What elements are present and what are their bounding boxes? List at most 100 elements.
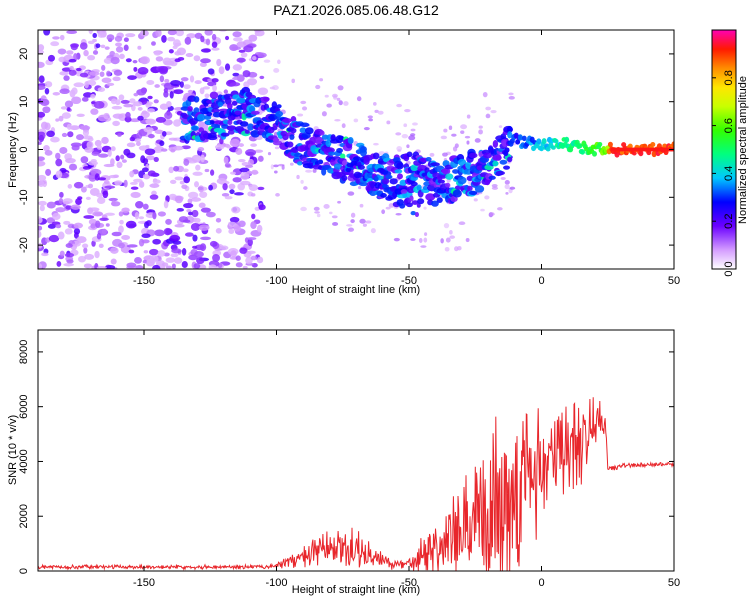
spectrogram-ridge-cell — [410, 164, 419, 172]
spectrogram-noise-cell — [149, 194, 159, 200]
spectrogram-noise-cell — [180, 77, 189, 82]
spectrogram-noise-cell — [186, 33, 196, 39]
spectrogram-noise-cell — [316, 213, 321, 218]
spectrogram-noise-cell — [57, 231, 65, 240]
spectrogram-noise-cell — [94, 250, 100, 259]
spectrogram-noise-cell — [257, 186, 265, 191]
spectrogram-noise-cell — [160, 148, 168, 152]
spectrogram-noise-cell — [38, 111, 46, 118]
spectrogram-noise-cell — [235, 147, 243, 155]
spectrogram-noise-cell — [489, 212, 495, 216]
spectrogram-noise-cell — [142, 259, 148, 264]
spectrogram-noise-cell — [142, 173, 151, 180]
spectrogram-noise-cell — [129, 118, 141, 123]
spectrogram-noise-cell — [242, 70, 251, 78]
spectrogram-noise-cell — [155, 30, 162, 37]
spectrogram-ridge-cell — [226, 125, 237, 131]
spectrogram-noise-cell — [133, 92, 139, 97]
spectrogram-noise-cell — [374, 109, 379, 114]
spectrogram-noise-cell — [508, 96, 515, 100]
spectrogram-noise-cell — [315, 84, 321, 90]
spectrogram-noise-cell — [187, 89, 194, 94]
spectrogram-noise-cell — [66, 123, 72, 130]
figure-title: PAZ1.2026.085.06.48.G12 — [273, 2, 439, 18]
spectrogram-ridge-cell — [614, 151, 620, 158]
spectrogram-noise-cell — [258, 204, 266, 211]
spectrogram-ridge-cell — [209, 120, 216, 125]
spectrogram-noise-cell — [216, 58, 222, 67]
spectrogram-ridge-cell — [372, 152, 380, 160]
spectrogram-noise-cell — [173, 165, 180, 172]
spectrogram-noise-cell — [449, 230, 453, 235]
spectrogram-noise-cell — [504, 180, 510, 185]
spectrogram-noise-cell — [56, 261, 62, 267]
spectrogram-noise-cell — [91, 240, 96, 247]
spectrogram-noise-cell — [103, 57, 113, 64]
spectrogram-noise-cell — [115, 46, 124, 53]
spectrogram-noise-cell — [132, 59, 138, 64]
spectrogram-ridge-cell — [236, 97, 246, 104]
spectrogram-ridge-cell — [607, 141, 613, 148]
spectrogram-noise-cell — [161, 34, 167, 43]
spectrogram-noise-cell — [196, 256, 205, 265]
spectrogram-noise-cell — [175, 30, 185, 37]
spectrogram-noise-cell — [101, 64, 106, 71]
spectrogram-noise-cell — [193, 263, 201, 269]
spectrogram-noise-cell — [97, 177, 107, 181]
spectrogram-noise-cell — [193, 251, 204, 258]
spectrogram-noise-cell — [181, 145, 191, 150]
spectrogram-noise-cell — [190, 223, 201, 231]
spectrogram-ridge-cell — [466, 175, 474, 181]
spectrogram-noise-cell — [191, 209, 199, 218]
spectrogram-noise-cell — [176, 208, 184, 212]
spectrogram-ridge-cell — [452, 189, 462, 198]
spectrogram-noise-cell — [92, 50, 99, 55]
spectrogram-noise-cell — [126, 152, 136, 159]
spectrogram-noise-cell — [205, 38, 211, 46]
spectrogram-noise-cell — [219, 245, 229, 251]
spectrogram-noise-cell — [144, 148, 156, 156]
colorbar-ticks: 0.0 0.2 0.4 0.6 0.8 — [712, 70, 735, 277]
spectrogram-noise-cell — [169, 91, 174, 99]
colorbar-tick-label: 0.6 — [723, 118, 735, 133]
spectrogram-x-label: Height of straight line (km) — [292, 284, 420, 296]
spectrogram-noise-cell — [80, 186, 87, 193]
spectrogram-noise-cell — [171, 248, 182, 254]
spectrogram-noise-cell — [177, 57, 185, 61]
spectrogram-ridge-cell — [425, 156, 432, 162]
spectrogram-noise-cell — [59, 34, 65, 41]
spectrogram-ridge-cell — [357, 164, 365, 170]
spectrogram-ridge-cell — [492, 160, 499, 167]
spectrogram-noise-cell — [239, 167, 250, 173]
spectrogram-noise-cell — [111, 200, 116, 207]
spectrogram-noise-cell — [112, 113, 124, 119]
spectrogram-noise-cell — [110, 56, 120, 65]
spectrogram-noise-cell — [232, 76, 240, 81]
spectrogram-noise-cell — [238, 49, 246, 53]
spectrogram-ridge-cell — [406, 202, 413, 208]
spectrogram-noise-cell — [200, 58, 211, 64]
spectrogram-ridge-cell — [441, 167, 451, 175]
spectrogram-noise-cell — [80, 125, 91, 131]
spectrogram-ridge-cell — [296, 161, 303, 166]
spectrogram-noise-cell — [172, 240, 182, 245]
spectrogram-noise-cell — [38, 134, 45, 143]
spectrogram-noise-cell — [157, 211, 166, 217]
spectrogram-ridge-cell — [389, 178, 398, 185]
snr-x-label: Height of straight line (km) — [292, 584, 420, 596]
spectrogram-noise-cell — [155, 116, 167, 123]
spectrogram-ridge-cell — [309, 136, 316, 145]
spectrogram-noise-cell — [184, 36, 192, 45]
spectrogram-noise-cell — [218, 66, 225, 75]
spectrogram-noise-cell — [238, 220, 246, 228]
spectrogram-noise-cell — [205, 211, 216, 218]
spectrogram-noise-cell — [129, 181, 138, 185]
spectrogram-noise-cell — [115, 155, 120, 162]
spectrogram-noise-cell — [326, 103, 332, 108]
spectrogram-noise-cell — [84, 81, 89, 89]
spectrogram-noise-cell — [128, 249, 135, 254]
spectrogram-noise-cell — [300, 179, 304, 184]
spectrogram-noise-cell — [356, 96, 362, 102]
spectrogram-noise-cell — [77, 196, 83, 200]
colorbar-tick-label: 0.0 — [723, 261, 735, 276]
